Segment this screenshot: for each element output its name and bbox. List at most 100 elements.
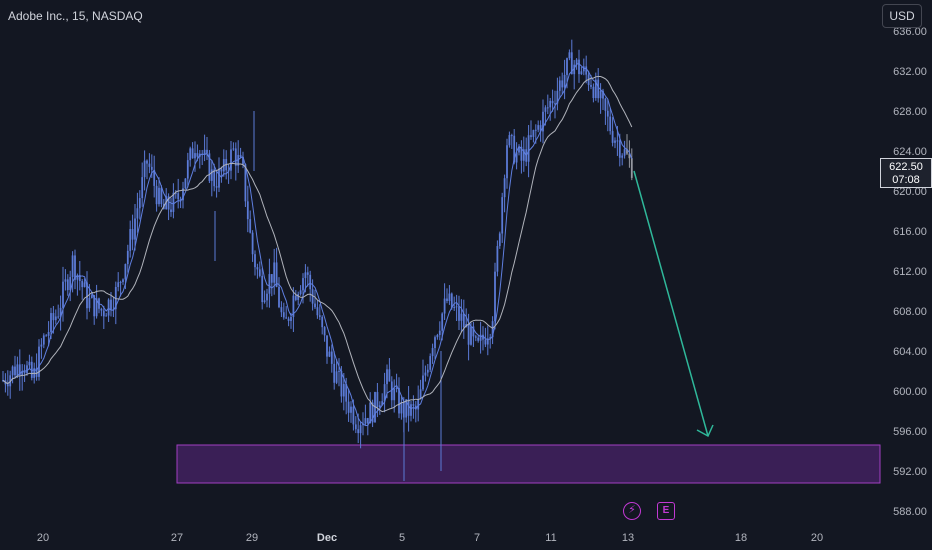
y-tick-label: 624.00 — [893, 146, 927, 158]
candle-body — [489, 337, 492, 339]
candle-body — [537, 125, 540, 130]
candle-body — [114, 286, 117, 310]
candle-body — [119, 281, 122, 283]
candle-body — [110, 299, 112, 310]
last-price-value: 622.50 — [889, 161, 923, 173]
candle-body — [522, 149, 525, 161]
candle-body — [285, 317, 288, 319]
y-tick-label: 632.00 — [893, 66, 927, 78]
x-tick-label: 13 — [622, 532, 634, 544]
candle-body — [402, 402, 405, 418]
candle-body — [323, 327, 326, 336]
candle-body — [268, 274, 271, 294]
candle-body — [566, 58, 568, 75]
candle-body — [148, 163, 151, 167]
candle-body — [6, 384, 9, 387]
x-tick-label: 20 — [811, 532, 823, 544]
earnings-icon[interactable]: E — [657, 502, 675, 520]
candle-body — [64, 279, 67, 282]
candle-body — [232, 148, 235, 150]
candle-body — [153, 169, 156, 186]
candle-body — [458, 306, 460, 321]
candle-body — [81, 281, 84, 288]
candle-body — [117, 282, 120, 287]
y-tick-label: 612.00 — [893, 266, 927, 278]
candle-body — [474, 336, 477, 338]
last-price-tag: 622.50 07:08 — [880, 158, 932, 188]
candle-body — [467, 324, 470, 345]
candle-body — [460, 313, 463, 321]
candle-body — [102, 310, 105, 317]
candle-body — [530, 135, 532, 137]
candle-body — [496, 246, 499, 272]
candle-body — [424, 372, 427, 376]
candle-body — [100, 308, 103, 311]
candle-body — [549, 100, 552, 108]
candle-body — [11, 366, 14, 376]
lightning-icon[interactable]: ⚡ — [623, 502, 641, 520]
candle-body — [405, 399, 408, 418]
candle-body — [573, 64, 576, 75]
candle-body — [220, 168, 223, 172]
candle-body — [249, 219, 252, 233]
candle-body — [494, 271, 496, 322]
candle-body — [299, 290, 302, 295]
candle-body — [83, 282, 86, 288]
candle-body — [570, 52, 573, 75]
candle-body — [592, 86, 595, 99]
candle-body — [52, 313, 55, 321]
candle-body — [395, 388, 398, 390]
candle-body — [362, 423, 364, 426]
candle-body — [218, 168, 220, 188]
demand-zone[interactable] — [176, 444, 881, 484]
candle-body — [167, 196, 170, 210]
candle-body — [16, 364, 19, 376]
candle-body — [191, 148, 194, 159]
candle-body — [309, 274, 312, 290]
y-tick-label: 620.00 — [893, 186, 927, 198]
candle-body — [597, 79, 600, 99]
candle-body — [563, 74, 566, 88]
candle-body — [23, 371, 26, 374]
candle-body — [129, 229, 132, 251]
candle-body — [599, 90, 602, 99]
y-tick-label: 596.00 — [893, 426, 927, 438]
candle-body — [311, 289, 314, 304]
currency-button[interactable]: USD — [882, 4, 922, 28]
candle-body — [551, 100, 554, 104]
y-tick-label: 600.00 — [893, 386, 927, 398]
candle-body — [602, 90, 604, 99]
candle-body — [177, 193, 180, 200]
candle-body — [287, 318, 290, 321]
candle-body — [93, 295, 96, 317]
candle-body — [623, 149, 626, 156]
candle-body — [333, 363, 336, 383]
candle-body — [251, 232, 254, 255]
candle-body — [86, 282, 88, 309]
candle-body — [328, 351, 331, 357]
candle-body — [614, 140, 616, 143]
candle-body — [206, 149, 208, 154]
candle-body — [630, 158, 633, 178]
x-tick-label: 27 — [171, 532, 183, 544]
candle-body — [350, 406, 352, 413]
candle-body — [263, 300, 266, 303]
candle-body — [230, 149, 232, 171]
forecast-arrow[interactable] — [633, 170, 709, 437]
candle-body — [429, 356, 432, 370]
candle-body — [482, 334, 484, 340]
candle-body — [626, 149, 628, 154]
candle-body — [42, 335, 45, 345]
candle-body — [297, 294, 300, 300]
candle-body — [179, 199, 182, 201]
candle-body — [242, 157, 244, 165]
candle-body — [414, 405, 417, 410]
candle-body — [491, 321, 494, 338]
candle-body — [275, 262, 278, 287]
candle-body — [554, 103, 556, 105]
candle-body — [280, 307, 283, 313]
candle-body — [340, 370, 343, 397]
candle-body — [357, 429, 360, 434]
forecast-arrow-head — [696, 424, 714, 438]
